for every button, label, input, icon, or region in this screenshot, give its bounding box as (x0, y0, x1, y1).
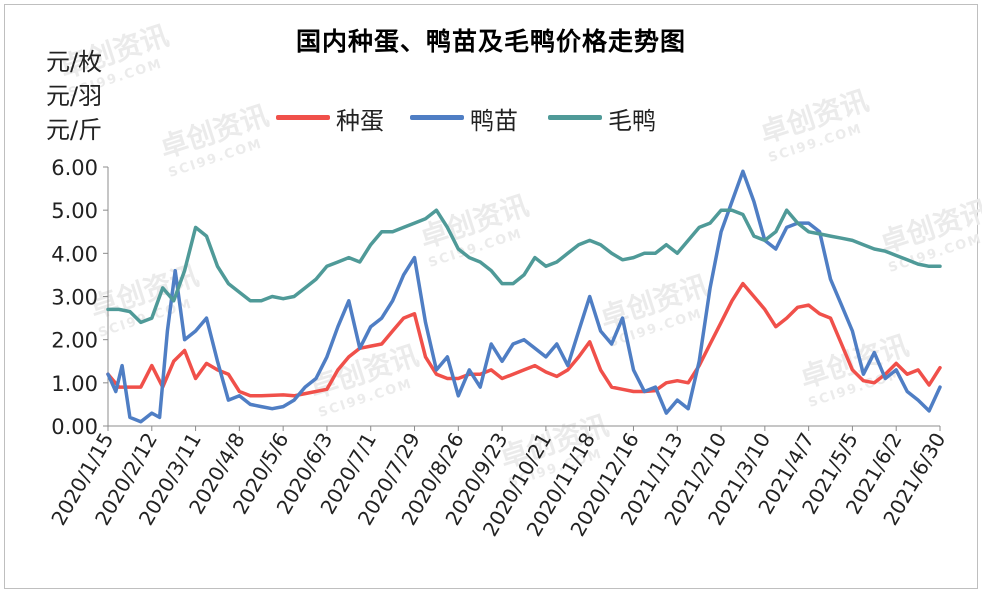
y-tick-label: 6.00 (51, 156, 98, 180)
series-line-毛鸭 (106, 208, 942, 325)
legend-label: 鸭苗 (470, 107, 518, 135)
y-tick-label: 4.00 (51, 242, 98, 266)
y-tick-label: 5.00 (51, 199, 98, 223)
chart-title: 国内种蛋、鸭苗及毛鸭价格走势图 (295, 27, 686, 56)
y-tick-label: 1.00 (51, 372, 98, 396)
legend-label: 种蛋 (336, 107, 384, 135)
y-tick-label: 2.00 (51, 329, 98, 353)
unit-label: 元/斤 (46, 116, 103, 144)
y-tick-label: 0.00 (51, 415, 98, 439)
legend-swatch (548, 115, 602, 120)
series-line-种蛋 (106, 281, 942, 398)
chart-frame (4, 4, 978, 589)
legend-swatch (276, 115, 330, 120)
legend-swatch (410, 115, 464, 120)
y-tick-label: 3.00 (51, 286, 98, 310)
unit-label: 元/枚 (46, 48, 103, 76)
unit-label: 元/羽 (46, 82, 103, 110)
legend-label: 毛鸭 (608, 107, 656, 135)
